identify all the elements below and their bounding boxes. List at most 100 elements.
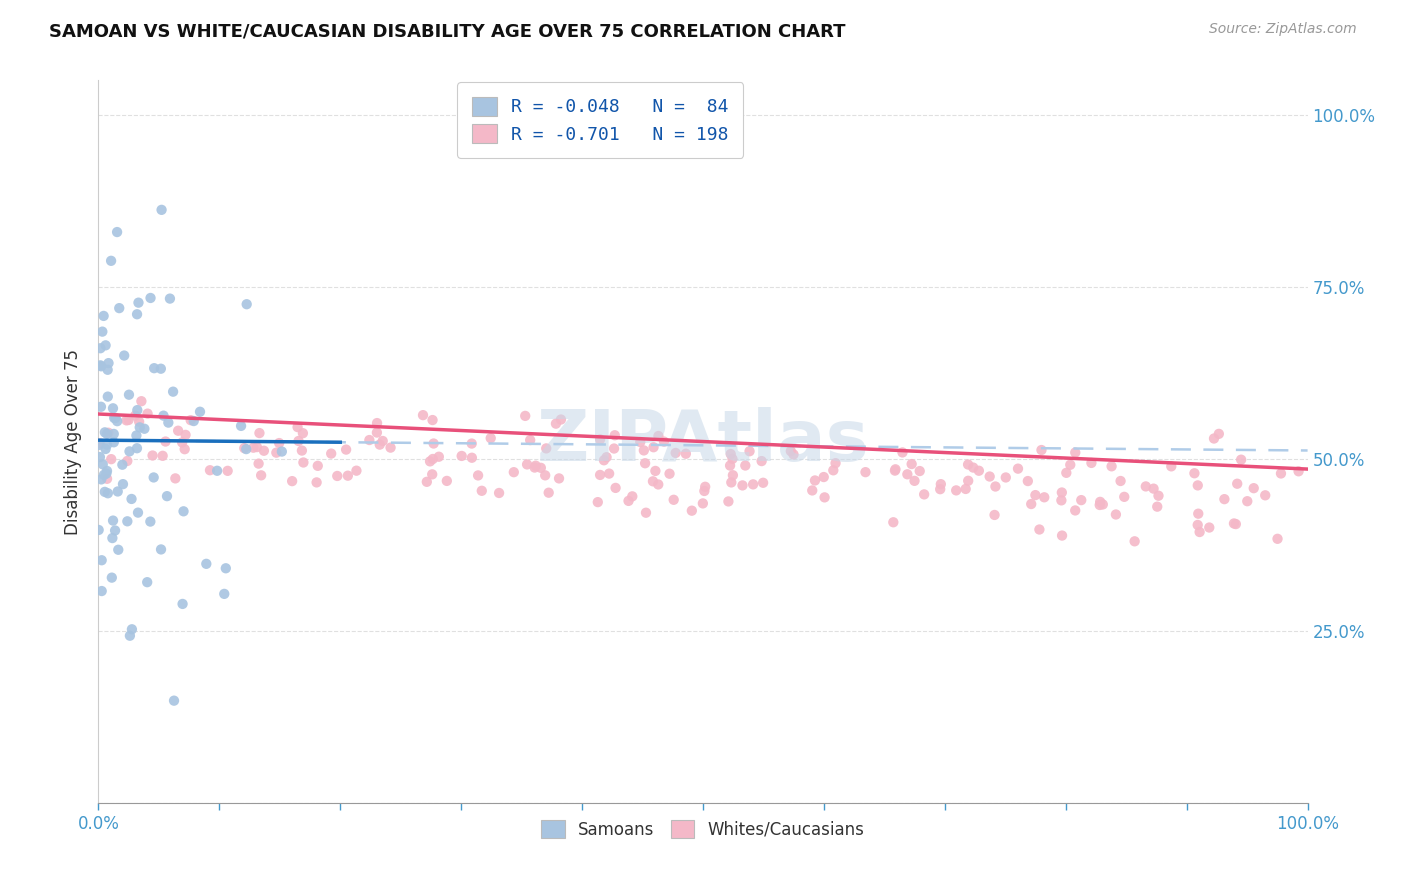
Point [205,464,228,478]
Point [422,413,444,427]
Point [967,464,990,478]
Point [163,694,186,708]
Point [94,484,117,499]
Point [675,447,697,461]
Point [100,452,122,467]
Point [366,425,388,440]
Point [87,523,110,537]
Point [101,571,124,585]
Point [1064,445,1087,459]
Point [101,514,124,528]
Point [89,438,111,452]
Point [720,475,742,490]
Point [1270,467,1292,481]
Point [502,465,524,479]
Point [855,465,877,479]
Point [718,458,741,473]
Point [124,409,146,423]
Point [112,349,135,363]
Point [371,434,394,448]
Point [90,400,112,414]
Point [1114,490,1136,504]
Point [1050,528,1073,542]
Point [233,441,256,455]
Point [1184,467,1206,481]
Point [824,456,846,470]
Point [695,480,717,494]
Point [1223,516,1246,531]
Point [250,468,273,483]
Point [734,458,756,473]
Point [903,474,925,488]
Point [1213,492,1236,507]
Point [1254,488,1277,502]
Point [111,458,134,472]
Point [287,434,309,448]
Point [270,444,292,458]
Point [91,325,114,339]
Point [1080,456,1102,470]
Point [155,434,177,449]
Point [420,467,443,482]
Point [994,470,1017,484]
Point [1243,481,1265,495]
Point [782,447,804,461]
Point [1050,485,1073,500]
Point [90,584,112,599]
Point [416,475,439,489]
Point [1017,474,1039,488]
Point [752,475,775,490]
Point [125,428,148,442]
Point [813,491,835,505]
Point [104,410,127,425]
Point [107,542,129,557]
Point [912,487,935,501]
Point [291,426,314,441]
Point [1070,493,1092,508]
Point [891,445,914,459]
Point [983,508,1005,522]
Point [125,442,148,456]
Point [1146,500,1168,514]
Point [738,444,761,458]
Point [1109,474,1132,488]
Point [97,356,120,370]
Point [118,444,141,458]
Point [94,338,117,352]
Text: SAMOAN VS WHITE/CAUCASIAN DISABILITY AGE OVER 75 CORRELATION CHART: SAMOAN VS WHITE/CAUCASIAN DISABILITY AGE… [49,22,846,40]
Point [419,454,441,468]
Point [665,446,688,460]
Point [214,587,236,601]
Point [134,422,156,436]
Point [307,458,329,473]
Point [96,426,118,441]
Point [97,425,120,440]
Point [884,462,907,476]
Point [589,433,612,447]
Point [217,464,239,478]
Point [111,477,134,491]
Point [141,449,163,463]
Point [346,464,368,478]
Point [945,483,967,498]
Point [152,409,174,423]
Point [751,454,773,468]
Point [149,361,172,376]
Point [97,486,120,500]
Point [172,435,194,450]
Point [139,291,162,305]
Point [269,436,291,450]
Point [89,450,111,464]
Point [900,457,922,471]
Point [1187,518,1209,533]
Point [90,553,112,567]
Y-axis label: Disability Age Over 75: Disability Age Over 75 [65,349,83,534]
Point [96,467,118,481]
Point [962,460,984,475]
Point [516,458,538,472]
Point [1208,426,1230,441]
Point [1236,494,1258,508]
Point [882,515,904,529]
Text: ZIPAtlas: ZIPAtlas [537,407,869,476]
Point [128,420,150,434]
